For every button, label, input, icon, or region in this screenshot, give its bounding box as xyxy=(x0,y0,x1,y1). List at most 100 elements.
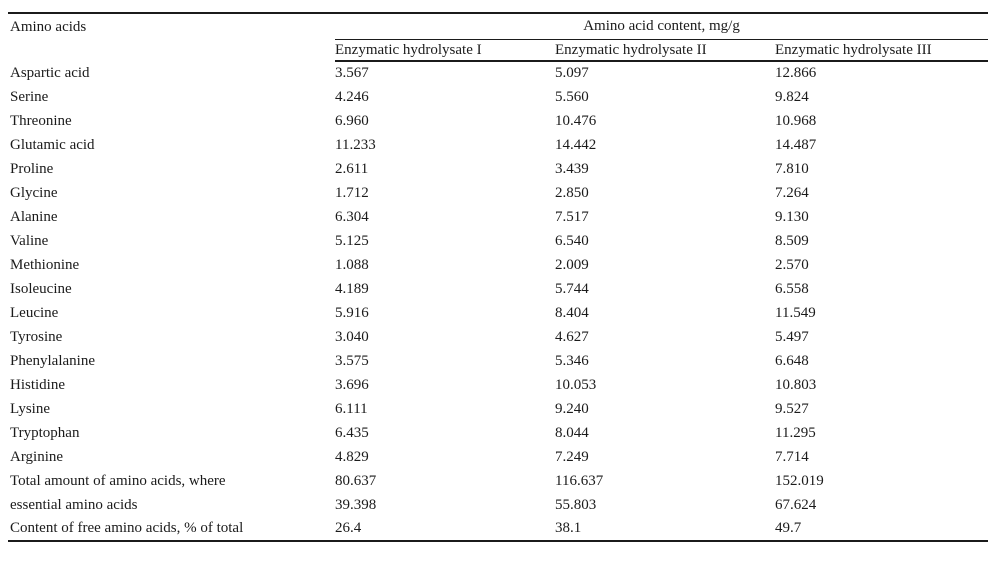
corner-header: Amino acids xyxy=(10,19,87,35)
cell-hydrolysate-3: 11.549 xyxy=(775,304,816,321)
row-label: Valine xyxy=(10,232,49,249)
row-label: Serine xyxy=(10,88,49,105)
row-label: Phenylalanine xyxy=(10,352,95,369)
cell-hydrolysate-3: 152.019 xyxy=(775,472,824,489)
spanner-header: Amino acid content, mg/g xyxy=(335,13,989,40)
cell-hydrolysate-2: 10.053 xyxy=(555,376,597,393)
row-label: Proline xyxy=(10,160,54,177)
cell-hydrolysate-3: 67.624 xyxy=(775,496,817,513)
row-label: Alanine xyxy=(10,208,58,225)
cell-hydrolysate-1: 1.088 xyxy=(335,256,369,273)
cell-hydrolysate-2: 5.560 xyxy=(555,88,589,105)
cell-hydrolysate-1: 2.611 xyxy=(335,160,369,177)
cell-hydrolysate-3: 6.558 xyxy=(775,280,809,297)
cell-hydrolysate-1: 3.575 xyxy=(335,352,369,369)
paper-table-region: Amino acids Amino acid content, mg/g Enz… xyxy=(8,12,989,542)
cell-hydrolysate-3: 9.130 xyxy=(775,208,809,225)
row-label: Threonine xyxy=(10,112,72,129)
row-label: Glutamic acid xyxy=(10,136,95,153)
col-header-hydrolysate-1: Enzymatic hydrolysate I xyxy=(335,39,555,62)
cell-hydrolysate-1: 5.125 xyxy=(335,232,369,249)
table-row: Aspartic acid 3.567 5.097 12.866 xyxy=(8,61,988,85)
cell-hydrolysate-2: 6.540 xyxy=(555,232,589,249)
cell-hydrolysate-3: 9.527 xyxy=(775,400,809,417)
cell-hydrolysate-3: 14.487 xyxy=(775,136,817,153)
cell-hydrolysate-2: 2.850 xyxy=(555,184,589,201)
header-row-spanner: Amino acids Amino acid content, mg/g xyxy=(8,13,989,40)
cell-hydrolysate-2: 5.097 xyxy=(555,65,589,81)
cell-hydrolysate-2: 9.240 xyxy=(555,400,589,417)
table-row: Glutamic acid 11.233 14.442 14.487 xyxy=(8,133,988,157)
row-label: Glycine xyxy=(10,184,58,201)
amino-acid-table: Amino acids Amino acid content, mg/g Enz… xyxy=(8,12,989,542)
cell-hydrolysate-2: 8.404 xyxy=(555,304,589,321)
table-row: Serine 4.246 5.560 9.824 xyxy=(8,85,988,109)
table-row: Content of free amino acids, % of total … xyxy=(8,517,988,541)
row-label: Lysine xyxy=(10,400,50,417)
row-label: Arginine xyxy=(10,448,64,465)
cell-hydrolysate-1: 6.960 xyxy=(335,112,369,129)
table-row: Proline 2.611 3.439 7.810 xyxy=(8,157,988,181)
cell-hydrolysate-3: 10.968 xyxy=(775,112,817,129)
cell-hydrolysate-3: 6.648 xyxy=(775,352,809,369)
cell-hydrolysate-3: 8.509 xyxy=(775,232,809,249)
cell-hydrolysate-2: 5.744 xyxy=(555,280,589,297)
cell-hydrolysate-1: 80.637 xyxy=(335,472,377,489)
table-row: Leucine 5.916 8.404 11.549 xyxy=(8,301,988,325)
row-label: Leucine xyxy=(10,304,59,321)
table-row: Tryptophan 6.435 8.044 11.295 xyxy=(8,421,988,445)
cell-hydrolysate-2: 116.637 xyxy=(555,472,604,489)
cell-hydrolysate-1: 3.040 xyxy=(335,328,369,345)
row-label: Isoleucine xyxy=(10,280,72,297)
cell-hydrolysate-2: 5.346 xyxy=(555,352,589,369)
table-row: Phenylalanine 3.575 5.346 6.648 xyxy=(8,349,988,373)
cell-hydrolysate-3: 7.714 xyxy=(775,448,809,465)
row-label: Content of free amino acids, % of total xyxy=(10,520,244,536)
cell-hydrolysate-2: 14.442 xyxy=(555,136,597,153)
cell-hydrolysate-3: 2.570 xyxy=(775,256,809,273)
cell-hydrolysate-1: 4.246 xyxy=(335,88,369,105)
row-label: Methionine xyxy=(10,256,80,273)
cell-hydrolysate-1: 6.435 xyxy=(335,424,369,441)
col-header-hydrolysate-3: Enzymatic hydrolysate III xyxy=(775,39,989,62)
col-header-hydrolysate-2: Enzymatic hydrolysate II xyxy=(555,39,775,62)
table-row: Valine 5.125 6.540 8.509 xyxy=(8,229,988,253)
table-row: Alanine 6.304 7.517 9.130 xyxy=(8,205,988,229)
cell-hydrolysate-1: 3.696 xyxy=(335,376,369,393)
table-row: essential amino acids 39.398 55.803 67.6… xyxy=(8,493,988,517)
table-row: Methionine 1.088 2.009 2.570 xyxy=(8,253,988,277)
cell-hydrolysate-1: 26.4 xyxy=(335,520,362,536)
cell-hydrolysate-3: 12.866 xyxy=(775,65,817,81)
cell-hydrolysate-2: 7.517 xyxy=(555,208,589,225)
header-row-columns: Enzymatic hydrolysate I Enzymatic hydrol… xyxy=(8,39,989,62)
cell-hydrolysate-1: 5.916 xyxy=(335,304,369,321)
cell-hydrolysate-1: 4.189 xyxy=(335,280,369,297)
cell-hydrolysate-1: 1.712 xyxy=(335,184,369,201)
cell-hydrolysate-3: 49.7 xyxy=(775,520,802,536)
cell-hydrolysate-3: 7.264 xyxy=(775,184,809,201)
cell-hydrolysate-3: 11.295 xyxy=(775,424,816,441)
table-row: Histidine 3.696 10.053 10.803 xyxy=(8,373,988,397)
row-label: Aspartic acid xyxy=(10,64,90,81)
cell-hydrolysate-3: 10.803 xyxy=(775,376,817,393)
row-label: Tyrosine xyxy=(10,328,63,345)
cell-hydrolysate-2: 4.627 xyxy=(555,328,589,345)
cell-hydrolysate-2: 7.249 xyxy=(555,448,589,465)
cell-hydrolysate-2: 3.439 xyxy=(555,160,589,177)
table-row: Isoleucine 4.189 5.744 6.558 xyxy=(8,277,988,301)
cell-hydrolysate-3: 7.810 xyxy=(775,160,809,177)
cell-hydrolysate-3: 5.497 xyxy=(775,328,809,345)
row-label: essential amino acids xyxy=(10,496,138,513)
cell-hydrolysate-1: 6.111 xyxy=(335,400,368,417)
cell-hydrolysate-3: 9.824 xyxy=(775,88,809,105)
cell-hydrolysate-1: 11.233 xyxy=(335,136,376,153)
table-row: Glycine 1.712 2.850 7.264 xyxy=(8,181,988,205)
cell-hydrolysate-1: 39.398 xyxy=(335,496,377,513)
cell-hydrolysate-2: 2.009 xyxy=(555,256,589,273)
cell-hydrolysate-2: 55.803 xyxy=(555,496,597,513)
cell-hydrolysate-1: 3.567 xyxy=(335,65,369,81)
table-row: Arginine 4.829 7.249 7.714 xyxy=(8,445,988,469)
table-row: Threonine 6.960 10.476 10.968 xyxy=(8,109,988,133)
cell-hydrolysate-1: 6.304 xyxy=(335,208,369,225)
cell-hydrolysate-2: 8.044 xyxy=(555,424,589,441)
